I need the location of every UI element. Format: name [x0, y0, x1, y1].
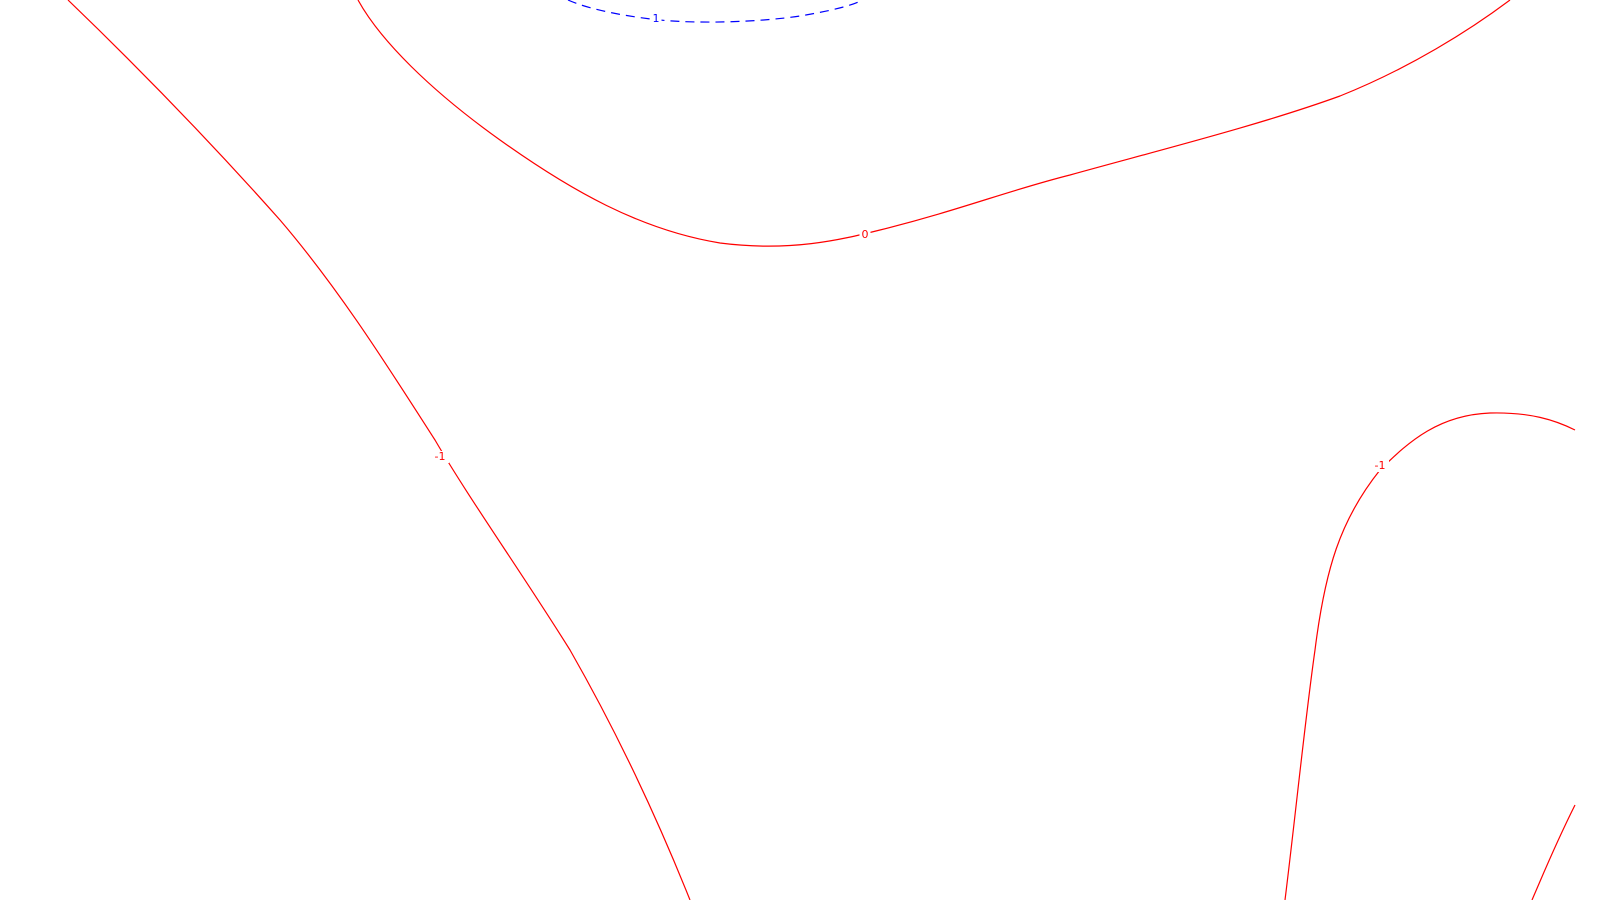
contour-labels: 0 -1 -1 1 — [431, 12, 1389, 472]
contour-one-top-label: 1 — [653, 12, 660, 25]
contour-zero-label: 0 — [862, 228, 869, 241]
contour-minus-one-left-line — [67, 0, 691, 900]
contour-one-top-label-background — [650, 13, 662, 25]
contour-one-top-line — [567, 0, 863, 23]
contour-minus-one-corner-line — [1531, 804, 1576, 900]
contour-minus-one-left-label-background — [431, 451, 449, 463]
contour-minus-one-right-label: -1 — [1375, 459, 1386, 472]
contour-zero-label-background — [859, 229, 871, 241]
contour-minus-one-right-label-background — [1371, 460, 1389, 472]
contour-zero-line — [357, 0, 1511, 247]
contour-minus-one-right-line — [1284, 412, 1576, 900]
contour-lines — [67, 0, 1576, 900]
contour-minus-one-left-label: -1 — [435, 450, 446, 463]
